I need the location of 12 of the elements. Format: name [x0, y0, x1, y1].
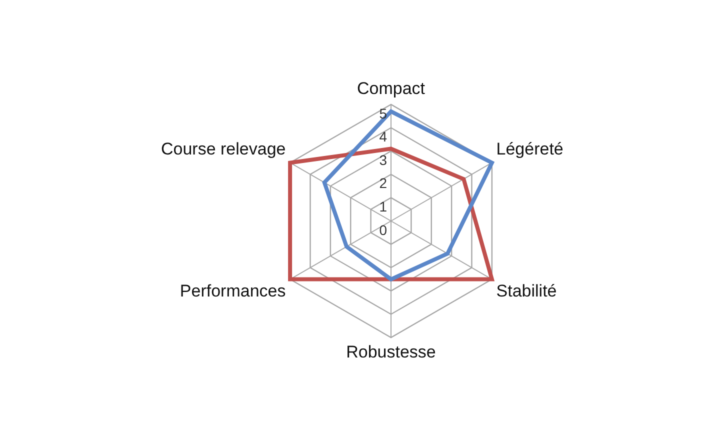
spoke-label: Stabilité	[496, 282, 557, 301]
y-tick-label: 0	[379, 222, 388, 238]
spoke-label: Compact	[356, 78, 426, 98]
y-tick-label: 2	[379, 175, 388, 192]
y-tick-label: 5	[379, 105, 388, 122]
y-tick-label: 4	[379, 128, 388, 145]
spoke-label: Robustesse	[346, 342, 436, 362]
y-tick-label: 1	[379, 198, 388, 215]
spoke-label: Légéreté	[496, 140, 564, 159]
y-tick-label: 3	[379, 152, 388, 168]
spoke-label: Performances	[180, 282, 286, 301]
spoke-label: Course relevage	[160, 140, 286, 159]
